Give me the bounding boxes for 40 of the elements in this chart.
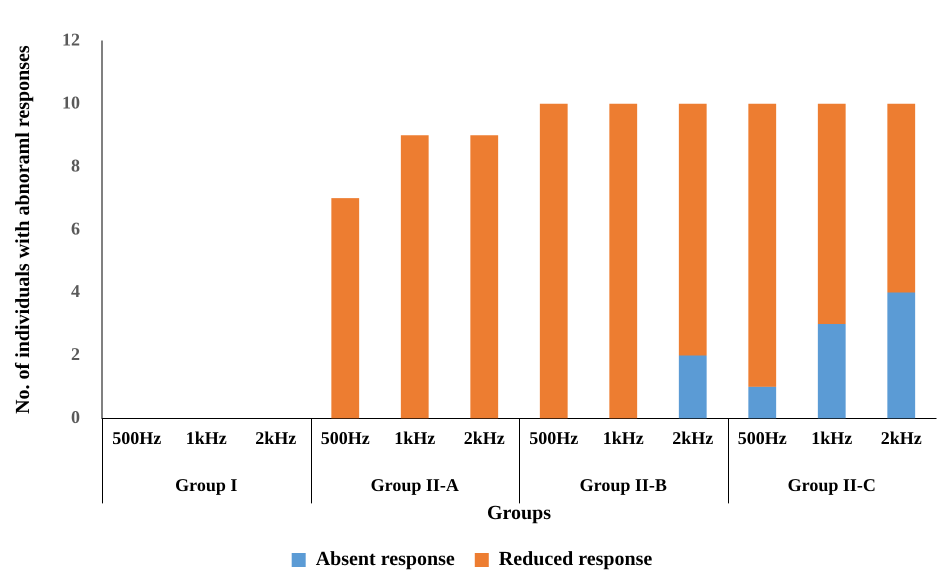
x-axis-title: Groups xyxy=(486,502,552,524)
bar xyxy=(678,104,707,356)
legend-label: Absent response xyxy=(316,548,455,570)
x-tick-label: 1kHz xyxy=(186,428,227,448)
y-tick-label: 10 xyxy=(62,92,80,112)
y-tick-label: 2 xyxy=(71,344,80,364)
x-tick-label: 1kHz xyxy=(602,428,644,448)
y-tick-label: 12 xyxy=(62,29,80,50)
y-axis-title: No. of individuals with abnoraml responses xyxy=(12,45,34,414)
bar xyxy=(818,104,846,324)
bar xyxy=(609,104,638,418)
bar xyxy=(748,104,776,387)
bar xyxy=(678,355,707,418)
y-tick-label: 6 xyxy=(71,218,80,238)
bar xyxy=(400,135,429,418)
y-tick-label: 4 xyxy=(71,281,80,302)
x-tick-label: 2kHz xyxy=(880,428,922,448)
x-tick-label: 2kHz xyxy=(672,428,714,448)
bar xyxy=(331,198,360,418)
bar xyxy=(818,324,846,418)
bar xyxy=(748,386,776,418)
x-tick-label: 500Hz xyxy=(738,428,787,448)
bar xyxy=(887,104,916,293)
x-tick-label: 1kHz xyxy=(811,428,852,448)
x-tick-label: 2kHz xyxy=(255,428,296,448)
text: Group II-B xyxy=(580,475,667,496)
text: Group I xyxy=(175,475,238,496)
bar xyxy=(470,135,498,418)
y-tick-label: 0 xyxy=(71,407,80,428)
bar xyxy=(540,104,568,418)
x-tick-label: 2kHz xyxy=(464,428,505,448)
y-tick-label: 8 xyxy=(71,155,80,176)
x-tick-label: 500Hz xyxy=(320,428,370,448)
text: Group II-C xyxy=(788,475,876,496)
text: Group II-A xyxy=(370,475,459,496)
legend-label: Reduced response xyxy=(498,548,652,570)
x-tick-label: 500Hz xyxy=(112,428,162,448)
x-tick-label: 500Hz xyxy=(529,428,578,448)
x-tick-label: 1kHz xyxy=(394,428,436,448)
bar xyxy=(887,292,916,418)
